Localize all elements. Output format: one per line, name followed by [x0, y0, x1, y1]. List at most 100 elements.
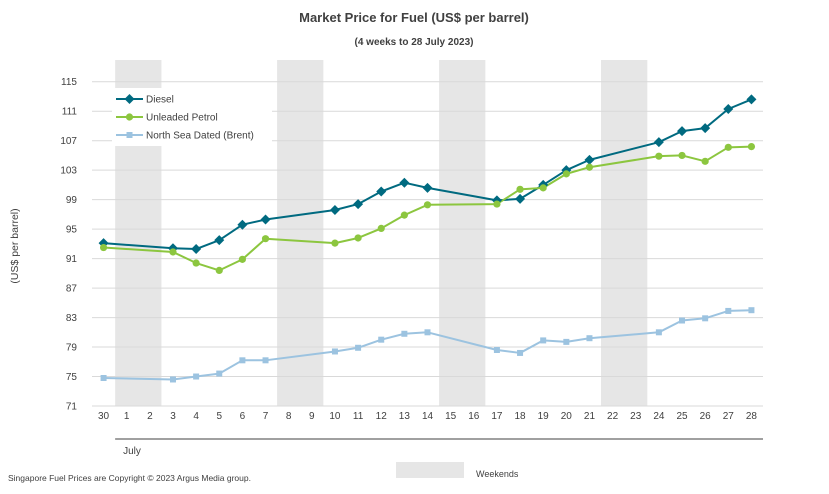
- diesel-point: [260, 214, 271, 225]
- legend-label: North Sea Dated (Brent): [146, 131, 254, 142]
- unleaded-petrol-point: [539, 184, 547, 192]
- north-sea-dated-brent-point: [563, 338, 570, 345]
- unleaded-petrol-point: [724, 143, 732, 151]
- x-tick-label: 13: [399, 411, 411, 422]
- x-tick-label: 4: [193, 411, 199, 422]
- diesel-point: [653, 137, 664, 148]
- y-tick-label: 107: [60, 136, 77, 147]
- north-sea-dated-brent-point: [216, 370, 223, 377]
- x-tick-label: 9: [309, 411, 315, 422]
- x-tick-label: 25: [676, 411, 688, 422]
- north-sea-dated-brent-point: [725, 307, 732, 314]
- chart-title: Market Price for Fuel (US$ per barrel): [299, 10, 529, 25]
- unleaded-petrol-point: [192, 259, 200, 267]
- y-tick-label: 99: [66, 195, 78, 206]
- legend-marker: [125, 113, 134, 121]
- unleaded-petrol-point: [169, 248, 177, 256]
- diesel-point: [723, 104, 734, 115]
- north-sea-dated-brent-point: [239, 357, 246, 364]
- x-tick-label: 8: [286, 411, 292, 422]
- y-tick-label: 83: [66, 313, 78, 324]
- x-tick-label: 21: [584, 411, 596, 422]
- diesel-point: [746, 94, 757, 105]
- grid-lines: [92, 81, 763, 407]
- diesel-point: [422, 182, 433, 193]
- legend-marker: [126, 132, 133, 138]
- x-tick-label: 18: [514, 411, 526, 422]
- chart-subtitle: (4 weeks to 28 July 2023): [355, 37, 474, 48]
- x-tick-label: 7: [263, 411, 269, 422]
- diesel-point: [700, 123, 711, 134]
- y-tick-label: 111: [62, 107, 78, 118]
- legend-label: Unleaded Petrol: [146, 113, 218, 124]
- diesel-point: [399, 177, 410, 188]
- north-sea-dated-brent-point: [679, 317, 686, 324]
- unleaded-petrol-point: [354, 234, 362, 242]
- north-sea-dated-brent-point: [378, 336, 385, 343]
- y-tick-label: 91: [66, 254, 78, 265]
- unleaded-petrol-point: [701, 157, 709, 165]
- diesel-point: [191, 244, 202, 255]
- unleaded-petrol-line: [103, 145, 752, 272]
- y-tick-label: 75: [66, 372, 78, 383]
- north-sea-dated-brent-point: [517, 349, 524, 356]
- x-tick-label: 16: [468, 411, 480, 422]
- x-tick-label: 15: [445, 411, 457, 422]
- north-sea-dated-brent-point: [100, 374, 107, 381]
- unleaded-petrol-point: [562, 170, 570, 178]
- legend-label: Diesel: [146, 95, 174, 106]
- x-tick-label: 1: [124, 411, 130, 422]
- x-tick-label: 22: [607, 411, 619, 422]
- x-tick-label: 11: [353, 411, 364, 422]
- north-sea-dated-brent-line: [103, 309, 752, 381]
- diesel-point: [329, 204, 340, 215]
- diesel-point: [515, 193, 526, 204]
- unleaded-petrol-point: [678, 151, 686, 160]
- weekend-band-2: [277, 60, 324, 406]
- unleaded-petrol-point: [238, 255, 246, 263]
- x-tick-label: 6: [240, 411, 246, 422]
- y-tick-label: 95: [66, 225, 78, 236]
- north-sea-dated-brent-point: [493, 346, 500, 353]
- north-sea-dated-brent-point: [540, 337, 547, 344]
- unleaded-petrol-point: [331, 239, 339, 247]
- north-sea-dated-brent-point: [331, 348, 338, 355]
- x-tick-label: 23: [630, 411, 642, 422]
- x-tick-label: 24: [653, 411, 665, 422]
- north-sea-dated-brent-point: [424, 329, 431, 336]
- x-tick-label: 14: [422, 411, 434, 422]
- north-sea-dated-brent-point: [655, 329, 662, 336]
- diesel-point: [584, 154, 595, 165]
- copyright-text: Singapore Fuel Prices are Copyright © 20…: [8, 473, 251, 483]
- north-sea-dated-brent-point: [702, 315, 709, 322]
- y-tick-label: 103: [60, 166, 77, 177]
- x-tick-label: 3: [170, 411, 176, 422]
- unleaded-petrol-point: [423, 201, 432, 209]
- diesel-point: [353, 199, 364, 210]
- x-tick-label: 19: [538, 411, 550, 422]
- weekend-legend-swatch: [396, 462, 464, 478]
- x-axis: 30 1 2 3 4 5 6 7 8 9 10 11 12 13 14 15 16 17 18 19 20 21 22 23 2…: [98, 411, 763, 457]
- x-tick-label: 26: [700, 411, 712, 422]
- legend: Diesel Unleaded Petrol North Sea Dated (Br…: [116, 94, 254, 142]
- x-tick-label: 12: [376, 411, 388, 422]
- x-tick-label: 28: [746, 411, 758, 422]
- weekend-band-4: [601, 60, 648, 406]
- weekend-legend-label: Weekends: [476, 469, 519, 479]
- north-sea-dated-brent-point: [355, 344, 362, 351]
- unleaded-petrol-point: [400, 211, 408, 219]
- x-tick-label: 2: [147, 411, 153, 422]
- diesel-point: [677, 126, 688, 137]
- x-tick-label: 5: [216, 411, 222, 422]
- diesel-point: [237, 219, 248, 230]
- diesel-point: [214, 235, 225, 246]
- x-tick-label: 30: [98, 411, 110, 422]
- unleaded-petrol-point: [215, 266, 223, 274]
- legend-marker: [124, 94, 135, 104]
- north-sea-dated-brent-point: [586, 335, 593, 342]
- unleaded-petrol-point: [585, 163, 594, 171]
- unleaded-petrol-point: [493, 200, 501, 208]
- diesel-point: [376, 186, 387, 197]
- series-markers: [98, 94, 757, 383]
